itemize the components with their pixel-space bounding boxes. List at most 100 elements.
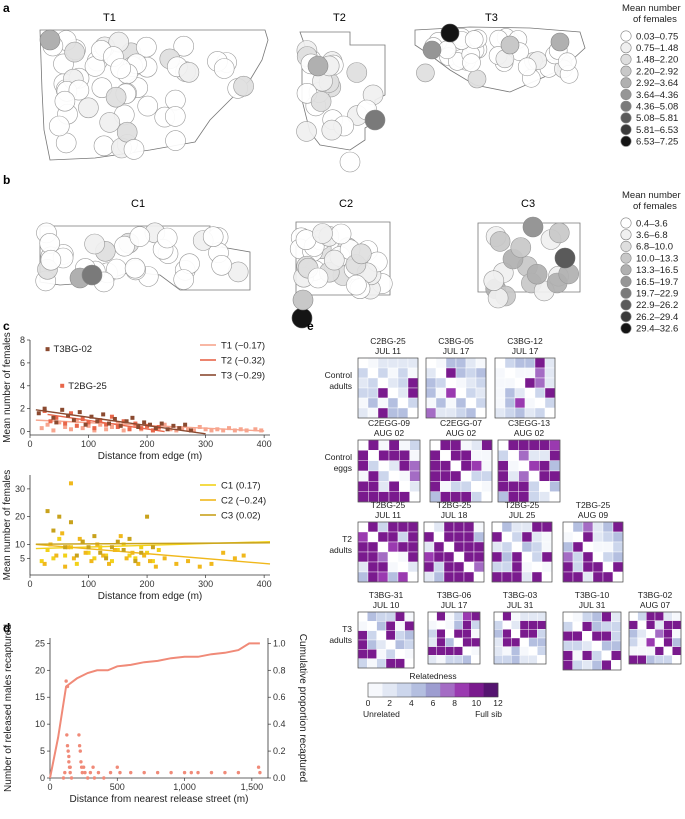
data-point — [133, 559, 138, 564]
matrix-cell — [423, 541, 435, 553]
trap-circle — [310, 91, 332, 112]
matrix-cell — [460, 460, 472, 472]
matrix-cell — [541, 571, 553, 583]
matrix-cell — [387, 407, 399, 419]
data-point — [150, 545, 155, 550]
matrix-cell — [511, 646, 521, 656]
matrix-cell — [445, 655, 455, 665]
matrix-cell — [404, 639, 415, 650]
matrix-cell — [601, 650, 612, 661]
matrix-cell — [534, 387, 546, 399]
matrix-cell — [367, 367, 379, 379]
legend-swatch — [620, 240, 632, 252]
matrix-cell — [453, 637, 463, 647]
matrix-cell — [377, 561, 389, 573]
matrix-cell — [357, 649, 368, 659]
matrix-cell — [572, 551, 584, 563]
trap-circle — [81, 264, 103, 286]
matrix-cell — [637, 629, 647, 639]
matrix-border — [562, 521, 624, 583]
matrix-cell — [646, 629, 656, 639]
matrix-cell — [511, 521, 523, 533]
matrix-cell — [367, 397, 379, 409]
data-point — [209, 428, 214, 433]
matrix-cell — [531, 531, 543, 543]
matrix-cell — [473, 551, 485, 563]
x-tick-label: 1,000 — [173, 782, 196, 792]
matrix-cell — [582, 621, 593, 632]
matrix-cell — [612, 521, 624, 533]
data-point — [180, 426, 185, 431]
matrix-cell — [445, 629, 455, 639]
matrix-cell — [388, 470, 400, 482]
x-axis-label: Distance from nearest release street (m) — [70, 794, 249, 805]
matrix-cell — [407, 357, 419, 369]
matrix-cell — [427, 611, 437, 621]
matrix-cell — [445, 377, 457, 389]
matrix-cell — [443, 521, 455, 533]
data-point — [57, 420, 62, 425]
matrix-cell — [572, 561, 584, 573]
trap-circle — [487, 287, 509, 309]
matrix-cell — [612, 561, 624, 573]
data-point — [102, 776, 106, 780]
matrix-cell — [572, 660, 583, 671]
matrix-cell — [465, 367, 477, 379]
matrix-cell — [409, 491, 421, 503]
legend-label: C2 (−0.24) — [221, 496, 266, 507]
matrix-name: C3BG-05 — [438, 336, 474, 346]
matrix-cell — [440, 439, 451, 451]
matrix-cell — [460, 481, 472, 492]
matrix-cell — [367, 639, 377, 650]
legend-swatch — [620, 322, 632, 334]
matrix-cell — [471, 620, 481, 630]
matrix-cell — [453, 561, 465, 573]
matrix-cell — [508, 470, 519, 482]
matrix-cell — [497, 470, 509, 482]
matrix-cell — [423, 561, 435, 573]
matrix-cell — [637, 646, 647, 656]
y-axis-label: Number of released males recaptured — [3, 624, 14, 792]
matrix-cell — [582, 541, 594, 553]
data-point — [150, 559, 155, 564]
data-point — [36, 411, 41, 416]
matrix-cell — [357, 407, 369, 419]
matrix-cell — [368, 481, 379, 492]
data-point — [196, 770, 200, 775]
matrix-cell — [385, 639, 396, 650]
data-point — [124, 419, 129, 424]
matrix-cell — [591, 611, 602, 622]
data-point — [80, 770, 84, 775]
row-label: adults — [329, 635, 352, 645]
trap-circle — [307, 267, 329, 289]
matrix-cell — [443, 541, 455, 553]
matrix-cell — [481, 491, 493, 503]
matrix-cell — [368, 460, 379, 472]
trap-circle — [64, 41, 85, 63]
matrix-border — [497, 439, 561, 503]
data-point — [63, 545, 68, 550]
matrix-cell — [537, 646, 547, 656]
matrix-border — [427, 611, 481, 665]
legend-swatch — [620, 89, 632, 101]
matrix-cell — [591, 650, 602, 661]
matrix-cell — [519, 646, 529, 656]
x-tick-label: 0 — [27, 439, 32, 449]
matrix-cell — [445, 637, 455, 647]
matrix-cell — [494, 367, 506, 379]
data-point — [112, 548, 117, 552]
matrix-cell — [425, 397, 437, 409]
data-point — [139, 545, 144, 550]
data-point — [74, 561, 79, 566]
matrix-cell — [387, 551, 399, 563]
trap-circle — [526, 263, 548, 285]
matrix-cell — [528, 611, 538, 621]
matrix-name: T3BG-02 — [638, 590, 673, 600]
matrix-cell — [541, 561, 553, 573]
matrix-name: T3BG-03 — [503, 590, 538, 600]
matrix-cell — [637, 637, 647, 647]
matrix-cell — [592, 571, 604, 583]
matrix-cell — [387, 387, 399, 399]
matrix-cell — [453, 646, 463, 656]
legend-label: T1 (−0.17) — [221, 341, 265, 352]
